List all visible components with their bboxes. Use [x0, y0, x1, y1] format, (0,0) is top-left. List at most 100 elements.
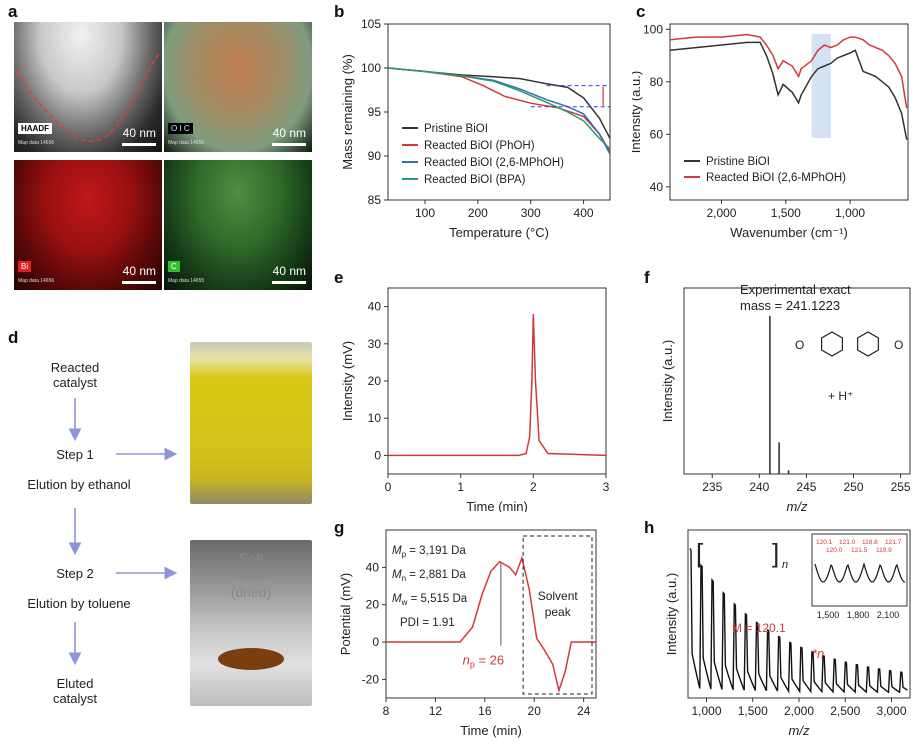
flow-elution-toluene: Elution by toluene: [27, 596, 131, 611]
series-line-0: [387, 67, 611, 139]
x-axis-label: m/z: [789, 723, 810, 738]
inset-label-bot-1: 121.5: [851, 547, 868, 554]
map-data-label: Map data 14656: [168, 140, 205, 146]
series-line-3: [387, 67, 611, 150]
ring-left: [821, 331, 843, 357]
legend-label-1: Reacted BiOI (2,6-MPhOH): [706, 172, 846, 184]
inset-label-bot-0: 120.0: [826, 547, 843, 554]
map-data-label: Map data 14655: [168, 278, 205, 284]
x-tick-label: 240: [749, 480, 769, 494]
y-axis-label: Potential (mV): [338, 573, 353, 655]
map-data-label: Map data 14656: [18, 278, 55, 284]
flow-arrows: [68, 398, 178, 666]
plot-frame: [683, 287, 911, 475]
x-tick-label: 235: [702, 480, 722, 494]
chart-c-ftir: 2,000 1,500 1,000 40 60 80 100 Wavenumber (cm⁻¹…: [632, 22, 909, 240]
stat-mp: Mp = 3,191 Da: [392, 545, 466, 559]
chart-f-mass-spec: 235 240 245 250 255 m/z Intensity (a.u.) Experi…: [660, 282, 911, 512]
y-tick-label: 80: [650, 75, 664, 89]
legend-label-1: Reacted BiOI (PhOH): [424, 140, 535, 152]
ms-annotation-line-1: mass = 241.1223: [740, 298, 840, 313]
x-tick-label: 1,000: [835, 206, 865, 220]
flow-elution-ethanol: Elution by ethanol: [27, 477, 131, 492]
panel-letter-c: c: [636, 2, 646, 21]
panel-letter-d: d: [8, 328, 19, 347]
inset-tick-label-0: 1,500: [817, 610, 840, 620]
flow-eluted-catalyst: Eluted catalyst: [52, 676, 98, 706]
x-tick-label: 12: [429, 704, 443, 718]
dried-residue: [218, 648, 284, 670]
series-line-0: [669, 41, 908, 140]
stat-mw: Mw = 5,515 Da: [392, 593, 468, 607]
y-tick-label: -20: [362, 672, 380, 686]
flow-step1: Step 1: [56, 447, 94, 462]
inset-frame: [811, 533, 908, 607]
haadf-image: HAADF Map data 14656 40 nm: [14, 22, 162, 152]
x-axis-label: m/z: [787, 499, 808, 512]
x-axis-label: Temperature (°C): [449, 225, 549, 240]
star-n-label: *n: [812, 646, 824, 661]
vial2-label: Soft solid (dried): [230, 550, 272, 600]
y-tick-label: 90: [368, 149, 382, 163]
y-tick-label: 30: [368, 337, 382, 351]
x-tick-label: 8: [383, 704, 390, 718]
vial-toluene-photo: Soft solid (dried): [190, 540, 312, 706]
y-tick-label: 10: [368, 411, 382, 425]
plot-frame: [387, 287, 607, 475]
y-tick-label: 20: [368, 374, 382, 388]
x-tick-label: 100: [415, 206, 435, 220]
inset-label-top-3: 121.7: [885, 539, 902, 546]
x-tick-label: 3,000: [876, 704, 906, 718]
overlay-map-image: O I C Map data 14656 40 nm: [164, 22, 312, 152]
legend-label-0: Pristine BiOI: [424, 123, 488, 135]
x-tick-label: 300: [521, 206, 541, 220]
highlight-band: [811, 34, 831, 138]
ring-right: [857, 331, 879, 357]
x-axis-label: Wavenumber (cm⁻¹): [730, 225, 848, 240]
y-axis-label: Intensity (a.u.): [632, 71, 643, 153]
inset-label-bot-2: 119.9: [876, 547, 892, 554]
repeat-n-label: n: [782, 559, 788, 571]
y-axis-label: Intensity (a.u.): [664, 573, 679, 655]
bi-map-image: Bi Map data 14656 40 nm: [14, 160, 162, 290]
c-map-image: C Map data 14655 40 nm: [164, 160, 312, 290]
repeat-mass-label: M = 120.1: [732, 621, 786, 635]
chart-b-tga: 100 200 300 400 85 90 95 100 105 Temperature (°C)…: [340, 17, 611, 240]
y-axis-label: Mass remaining (%): [340, 54, 355, 170]
x-axis-label: Time (min): [460, 723, 522, 738]
haadf-tag: HAADF: [18, 123, 52, 134]
x-tick-label: 400: [574, 206, 594, 220]
y-tick-label: 40: [366, 560, 380, 574]
panel-letter-f: f: [644, 268, 650, 287]
scale-label: 40 nm: [272, 264, 306, 278]
scale-bar: [272, 281, 306, 284]
y-tick-label: 60: [650, 127, 664, 141]
maldi-trace: [689, 548, 908, 694]
x-tick-label: 2,000: [706, 206, 736, 220]
y-tick-label: 100: [643, 22, 663, 36]
x-tick-label: 2,000: [784, 704, 814, 718]
y-tick-label: 40: [368, 300, 382, 314]
y-axis-label: Intensity (a.u.): [660, 340, 675, 422]
x-tick-label: 3: [603, 480, 610, 494]
scale-bar: [122, 143, 156, 146]
chart-h-maldi: 1,000 1,500 2,000 2,500 3,000 m/z Intensity (a…: [664, 529, 911, 738]
stat-mn: Mn = 2,881 Da: [392, 569, 466, 583]
scale-label: 40 nm: [272, 126, 306, 140]
particle-outline: [15, 51, 161, 142]
x-tick-label: 1: [457, 480, 464, 494]
x-tick-label: 2: [530, 480, 537, 494]
x-axis-label: Time (min): [466, 499, 528, 512]
inset-label-top-1: 121.0: [839, 539, 856, 546]
solvent-label-0: Solvent: [538, 589, 579, 603]
bracket-left: [: [696, 538, 704, 568]
solvent-label-1: peak: [545, 605, 572, 619]
y-tick-label: 95: [368, 105, 382, 119]
x-tick-label: 250: [843, 480, 863, 494]
adduct-label: + H⁺: [828, 389, 853, 403]
y-tick-label: 85: [368, 193, 382, 207]
np-label: np = 26: [463, 652, 505, 669]
flow-reacted-catalyst: Reacted catalyst: [50, 360, 100, 390]
stat-pdi: PDI = 1.91: [400, 617, 455, 629]
y-tick-label: 0: [372, 635, 379, 649]
